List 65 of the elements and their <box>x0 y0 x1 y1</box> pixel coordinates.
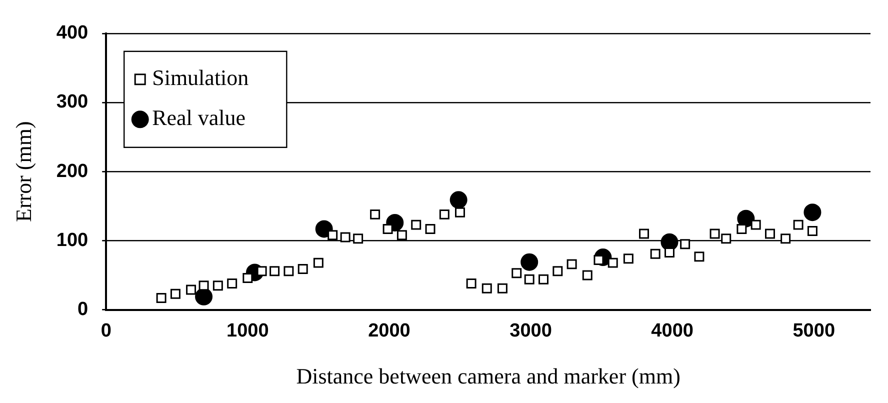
y-axis-title: Error (mm) <box>10 121 36 222</box>
x-tick-label: 0 <box>100 320 112 342</box>
point <box>340 232 350 242</box>
point <box>650 248 660 259</box>
point <box>552 266 563 276</box>
point <box>212 280 223 291</box>
legend-label: Real value <box>152 105 246 130</box>
point <box>227 278 238 289</box>
x-tick-label: 4000 <box>651 320 694 342</box>
y-tick-label: 0 <box>78 299 88 320</box>
point <box>170 288 180 299</box>
point <box>780 234 791 244</box>
point <box>439 209 450 220</box>
point <box>520 253 538 271</box>
point <box>198 280 209 291</box>
point <box>512 268 522 278</box>
point <box>524 274 534 284</box>
point <box>270 266 280 276</box>
point <box>750 220 761 230</box>
point <box>582 270 592 280</box>
point <box>680 239 690 250</box>
point <box>396 230 407 240</box>
y-tick-label: 200 <box>56 160 88 182</box>
point <box>186 284 196 295</box>
point <box>284 266 294 276</box>
point <box>623 254 634 264</box>
point <box>710 228 720 239</box>
point <box>454 207 465 218</box>
point <box>353 234 364 244</box>
point <box>195 288 213 306</box>
y-tick-label: 400 <box>56 22 88 44</box>
x-tick-label: 2000 <box>368 320 410 342</box>
point <box>425 224 436 234</box>
x-tick-label: 5000 <box>792 320 836 342</box>
point <box>298 264 308 274</box>
x-tick-label: 3000 <box>510 320 552 342</box>
point <box>328 230 338 240</box>
point <box>608 258 618 268</box>
point <box>497 283 508 294</box>
legend-label: Simulation <box>152 65 249 90</box>
point <box>793 220 804 230</box>
point <box>538 274 548 284</box>
y-tick-label: 300 <box>56 92 88 113</box>
point <box>382 224 393 234</box>
point <box>639 228 650 239</box>
point <box>313 258 324 268</box>
point <box>694 252 704 262</box>
point <box>156 293 166 304</box>
point <box>450 191 468 209</box>
point <box>566 259 577 270</box>
point <box>370 209 380 220</box>
point <box>807 226 818 236</box>
y-tick-label: 100 <box>56 230 88 251</box>
x-axis-title: Distance between camera and marker (mm) <box>296 364 680 389</box>
point <box>736 224 747 234</box>
point <box>466 278 476 289</box>
point <box>482 283 492 294</box>
point <box>721 234 732 244</box>
point <box>315 220 333 238</box>
point <box>256 266 267 276</box>
point <box>411 220 422 230</box>
x-tick-label: 1000 <box>226 320 269 342</box>
point <box>242 273 253 284</box>
point <box>804 204 822 222</box>
point <box>765 228 775 239</box>
